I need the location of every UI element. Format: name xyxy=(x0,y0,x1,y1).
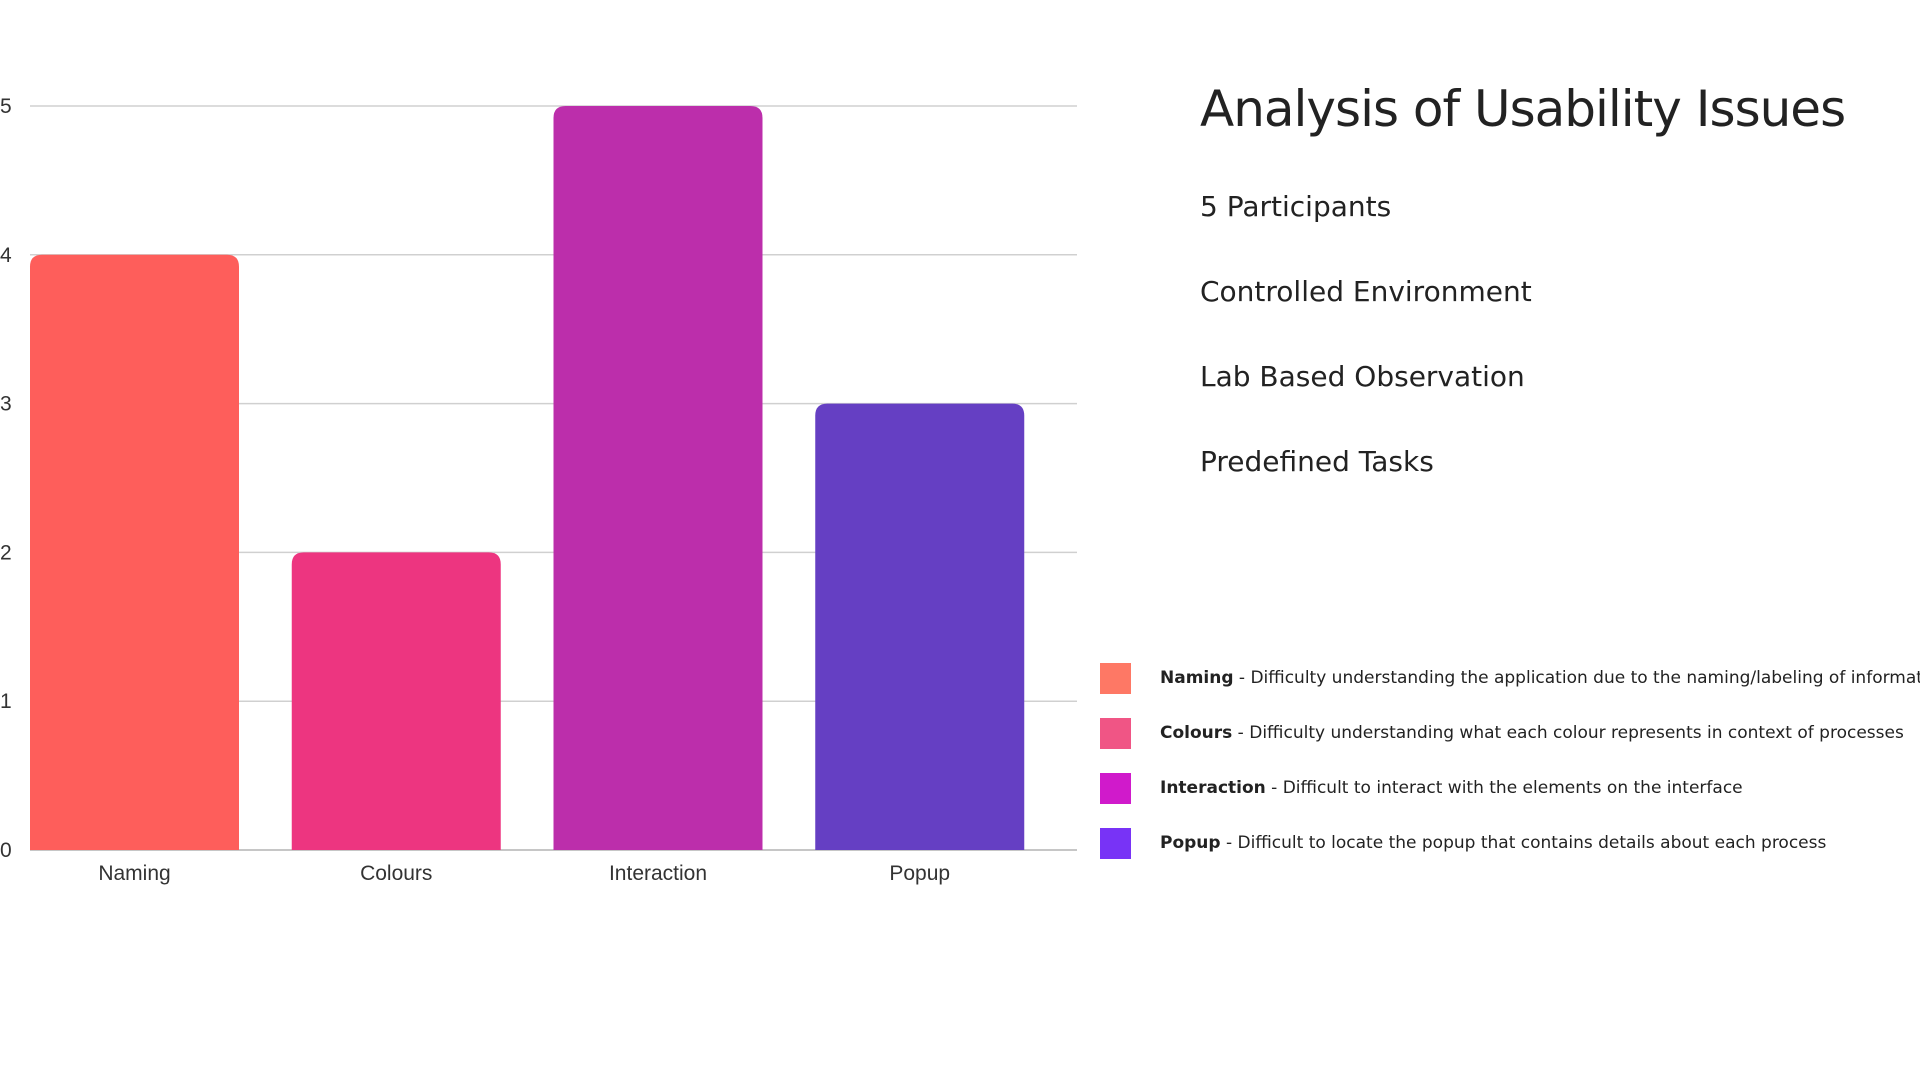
legend-description: - Difficulty understanding what each col… xyxy=(1232,723,1904,743)
fact-tasks: Predefined Tasks xyxy=(1200,445,1434,478)
legend-entry-popup: Popup - Difficult to locate the popup th… xyxy=(1160,833,1826,853)
y-tick-label: 0 xyxy=(0,839,12,862)
legend-entry-naming: Naming - Difficulty understanding the ap… xyxy=(1160,668,1920,688)
legend-swatch-naming xyxy=(1100,663,1131,694)
legend-description: - Difficult to locate the popup that con… xyxy=(1220,833,1827,853)
legend-name: Naming xyxy=(1160,668,1234,688)
bar-chart: 0 1 2 3 4 5 Naming Colours Interaction Popup xyxy=(0,95,1077,885)
bar-interaction xyxy=(553,106,763,850)
y-tick-label: 4 xyxy=(0,244,12,267)
fact-environment: Controlled Environment xyxy=(1200,275,1532,308)
x-tick-label: Colours xyxy=(360,862,432,885)
legend-entry-colours: Colours - Difficulty understanding what … xyxy=(1160,723,1904,743)
legend-description: - Difficult to interact with the element… xyxy=(1265,778,1743,798)
legend-name: Colours xyxy=(1160,723,1233,743)
y-tick-label: 2 xyxy=(0,541,12,564)
bar-colours xyxy=(291,552,501,850)
y-tick-label: 1 xyxy=(0,690,12,713)
y-tick-label: 3 xyxy=(0,393,12,416)
legend-entry-interaction: Interaction - Difficult to interact with… xyxy=(1160,778,1743,798)
x-tick-label: Interaction xyxy=(609,862,707,885)
study-facts: 5 Participants Controlled Environment La… xyxy=(1200,190,1532,530)
bars xyxy=(30,106,1025,851)
fact-observation: Lab Based Observation xyxy=(1200,360,1525,393)
legend-description: - Difficulty understanding the applicati… xyxy=(1233,668,1920,688)
chart-title: Analysis of Usability Issues xyxy=(1200,80,1846,138)
bar-popup xyxy=(815,403,1025,850)
x-axis-labels: Naming Colours Interaction Popup xyxy=(98,862,950,885)
legend-name: Interaction xyxy=(1160,778,1266,798)
fact-participants: 5 Participants xyxy=(1200,190,1392,223)
legend-swatch-colours xyxy=(1100,718,1131,749)
bar-naming xyxy=(30,254,239,851)
x-tick-label: Popup xyxy=(889,862,950,885)
legend-swatch-popup xyxy=(1100,828,1131,859)
y-axis-ticks: 0 1 2 3 4 5 xyxy=(0,95,12,862)
x-tick-label: Naming xyxy=(98,862,170,885)
legend-swatch-interaction xyxy=(1100,773,1131,804)
y-tick-label: 5 xyxy=(0,95,12,118)
legend-name: Popup xyxy=(1160,833,1221,853)
